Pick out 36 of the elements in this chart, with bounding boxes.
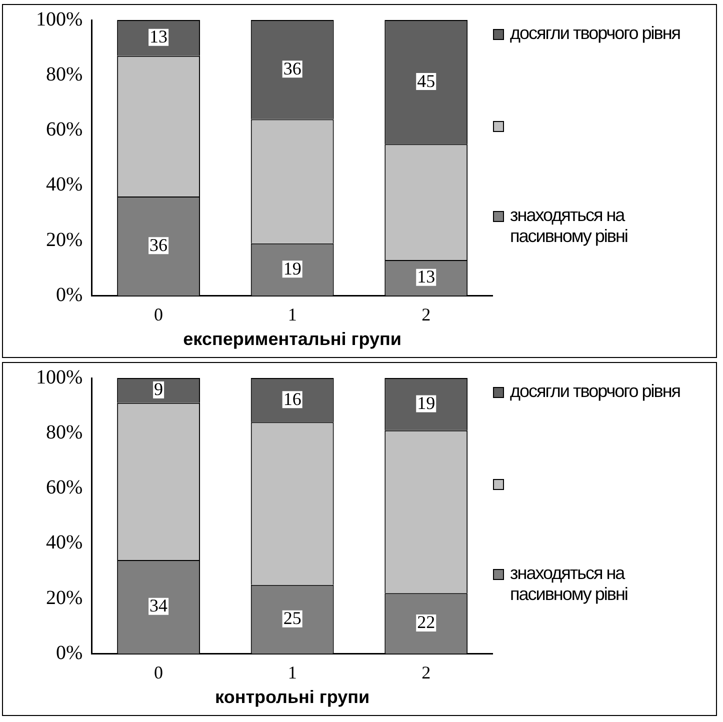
x-tick-label: 2 <box>422 662 431 682</box>
legend-label: досягли творчого рівня <box>510 23 680 44</box>
y-tick-label: 100% <box>36 8 83 30</box>
data-label: 19 <box>417 392 436 413</box>
data-label: 22 <box>417 612 436 632</box>
data-label: 36 <box>283 58 302 78</box>
legend-label: знаходяться на пасивному рівні <box>510 563 628 605</box>
data-label: 19 <box>283 258 302 278</box>
y-tick-label: 60% <box>46 476 83 499</box>
data-label: 16 <box>283 388 302 409</box>
y-tick-label: 0% <box>56 642 83 664</box>
y-tick-label: 40% <box>46 532 83 554</box>
data-label: 36 <box>150 234 168 255</box>
data-label: 45 <box>417 70 436 91</box>
y-tick-label: 20% <box>46 228 83 251</box>
x-tick-label: 1 <box>288 304 297 324</box>
y-tick-label: 60% <box>46 118 83 141</box>
data-label: 9 <box>154 379 164 400</box>
legend-label: досягли творчого рівня <box>510 381 680 402</box>
x-tick-label: 0 <box>154 304 164 324</box>
x-tick-label: 0 <box>154 662 164 682</box>
x-tick-label: 1 <box>288 662 297 682</box>
data-label: 25 <box>283 608 302 628</box>
y-tick-label: 80% <box>46 63 83 86</box>
x-axis-title: експериментальні групи <box>183 329 402 350</box>
y-tick-label: 0% <box>56 284 83 306</box>
legend-label: знаходяться на пасивному рівні <box>510 205 628 247</box>
x-tick-label: 2 <box>422 304 431 324</box>
data-label: 13 <box>417 266 436 287</box>
y-tick-label: 80% <box>46 421 83 444</box>
data-label: 13 <box>150 26 168 47</box>
y-tick-label: 40% <box>46 174 83 196</box>
y-tick-label: 100% <box>36 366 83 388</box>
x-axis-title: контрольні групи <box>215 687 370 708</box>
y-tick-label: 20% <box>46 586 83 609</box>
data-label: 34 <box>150 596 168 616</box>
